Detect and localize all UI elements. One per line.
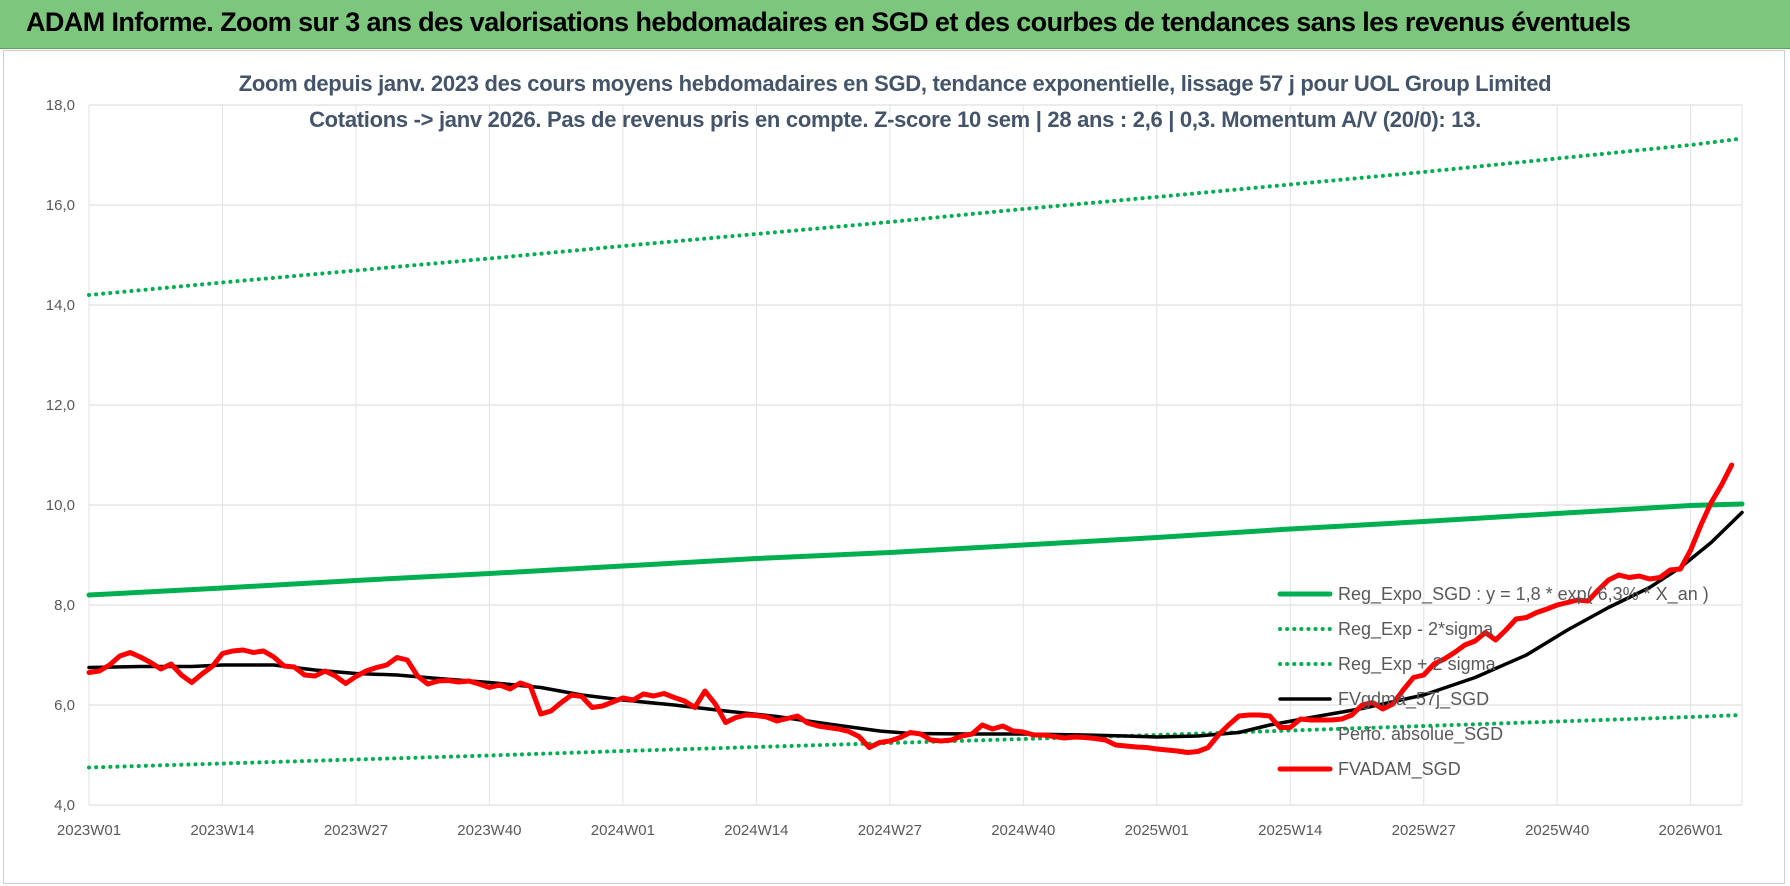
series-line xyxy=(86,462,1735,755)
report-banner: ADAM Informe. Zoom sur 3 ans des valoris… xyxy=(0,0,1790,49)
report-title: ADAM Informe. Zoom sur 3 ans des valoris… xyxy=(26,7,1631,37)
x-tick-label: 2025W27 xyxy=(1392,822,1456,839)
x-tick-label: 2025W01 xyxy=(1125,822,1189,839)
y-tick-label: 18,0 xyxy=(46,97,75,114)
x-tick-label: 2023W01 xyxy=(57,822,121,839)
legend-label: Perfo. absolue_SGD xyxy=(1338,724,1503,745)
x-tick-label: 2025W14 xyxy=(1258,822,1322,839)
y-tick-label: 10,0 xyxy=(46,497,75,514)
legend-label: Reg_Exp + 2 sigma xyxy=(1338,654,1497,675)
y-tick-label: 6,0 xyxy=(54,697,75,714)
series-line xyxy=(87,510,1744,739)
x-tick-label: 2023W27 xyxy=(324,822,388,839)
y-tick-label: 12,0 xyxy=(46,397,75,414)
x-tick-label: 2024W40 xyxy=(991,822,1055,839)
chart-frame xyxy=(3,50,1785,884)
series-line xyxy=(87,136,1744,297)
y-tick-label: 16,0 xyxy=(46,197,75,214)
legend: Reg_Expo_SGD : y = 1,8 * exp( 6,3% * X_a… xyxy=(1277,584,1709,780)
legend-label: FVADAM_SGD xyxy=(1338,759,1461,780)
x-tick-label: 2024W14 xyxy=(724,822,788,839)
y-tick-label: 14,0 xyxy=(46,297,75,314)
chart-subtitle: Cotations -> janv 2026. Pas de revenus p… xyxy=(309,107,1481,132)
x-tick-label: 2023W14 xyxy=(190,822,254,839)
y-tick-label: 4,0 xyxy=(54,797,75,814)
series-line xyxy=(87,713,1744,770)
legend-label: FVgdma_57j_SGD xyxy=(1338,689,1489,710)
legend-label: Reg_Exp - 2*sigma xyxy=(1338,619,1494,640)
x-tick-label: 2025W40 xyxy=(1525,822,1589,839)
x-tick-label: 2024W01 xyxy=(591,822,655,839)
series-line xyxy=(86,501,1745,598)
x-tick-label: 2026W01 xyxy=(1659,822,1723,839)
axis-labels: 4,0 6,0 8,0 10,0 12,0 14,0 16,0 18,0 2023W01 2023… xyxy=(46,97,1723,839)
series-lines xyxy=(86,136,1745,770)
x-tick-label: 2023W40 xyxy=(457,822,521,839)
legend-label: Reg_Expo_SGD : y = 1,8 * exp( 6,3% * X_a… xyxy=(1338,584,1709,605)
gridlines xyxy=(88,104,1743,806)
y-tick-label: 8,0 xyxy=(54,597,75,614)
chart-title: Zoom depuis janv. 2023 des cours moyens … xyxy=(238,71,1552,96)
x-tick-label: 2024W27 xyxy=(858,822,922,839)
